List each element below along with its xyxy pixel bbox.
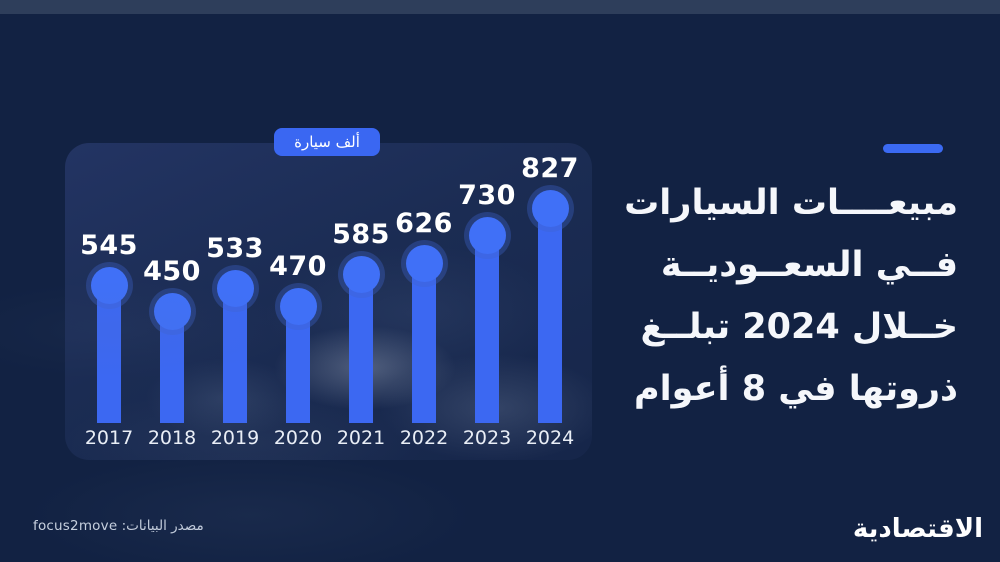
bar-group: 585 2021 xyxy=(330,143,393,460)
unit-badge: ألف سيارة xyxy=(274,128,380,156)
unit-badge-label: ألف سيارة xyxy=(294,133,360,151)
bar-value-label: 585 xyxy=(332,219,390,250)
headline-line-2: فــي السعــوديــة xyxy=(660,245,958,285)
x-axis-label: 2023 xyxy=(462,427,512,449)
x-axis-label: 2019 xyxy=(210,427,260,449)
bar-value-label: 450 xyxy=(143,256,201,287)
bar-value-label: 545 xyxy=(80,230,138,261)
x-axis-label: 2018 xyxy=(147,427,197,449)
bar-chart: 545 2017 450 2018 533 2019 470 2020 585 2021 626 20… xyxy=(65,143,592,460)
bar-group: 450 2018 xyxy=(141,143,204,460)
bar xyxy=(475,229,499,423)
bar xyxy=(412,257,436,423)
bar-value-label: 533 xyxy=(206,233,264,264)
bar-group: 730 2023 xyxy=(456,143,519,460)
bar xyxy=(538,202,562,423)
bar-value-label: 470 xyxy=(269,251,327,282)
bar-cap-circle xyxy=(216,270,254,307)
bar-group: 626 2022 xyxy=(393,143,456,460)
bar-value-label: 626 xyxy=(395,208,453,239)
bar-cap-circle xyxy=(342,256,380,293)
x-axis-label: 2022 xyxy=(399,427,449,449)
bar-group: 533 2019 xyxy=(204,143,267,460)
headline-line-4: ذروتها في 8 أعوام xyxy=(634,369,958,409)
chart-panel: 545 2017 450 2018 533 2019 470 2020 585 2021 626 20… xyxy=(65,143,592,460)
bar-cap-circle xyxy=(153,293,191,330)
headline: مبيعــــات السيارات فــي السعــوديــة خـ… xyxy=(588,172,958,420)
x-axis-label: 2017 xyxy=(84,427,134,449)
bar-value-label: 827 xyxy=(521,153,579,184)
data-source-credit: مصدر البيانات: focus2move xyxy=(33,518,204,534)
bar-group: 545 2017 xyxy=(78,143,141,460)
bar-cap-circle xyxy=(468,217,506,254)
bar-cap-circle xyxy=(405,245,443,282)
headline-accent-bar xyxy=(883,144,943,153)
bar-value-label: 730 xyxy=(458,180,516,211)
top-strip xyxy=(0,0,1000,14)
bar-cap-circle xyxy=(90,267,128,304)
headline-line-1: مبيعــــات السيارات xyxy=(624,183,958,223)
bar-group: 470 2020 xyxy=(267,143,330,460)
x-axis-label: 2020 xyxy=(273,427,323,449)
headline-line-3: خــلال 2024 تبلــغ xyxy=(640,307,958,347)
bar xyxy=(349,268,373,423)
x-axis-label: 2021 xyxy=(336,427,386,449)
bar-cap-circle xyxy=(531,190,569,227)
bar-group: 827 2024 xyxy=(519,143,582,460)
x-axis-label: 2024 xyxy=(525,427,575,449)
bar-cap-circle xyxy=(279,288,317,325)
brand-wordmark: الاقتصادية xyxy=(852,514,984,544)
